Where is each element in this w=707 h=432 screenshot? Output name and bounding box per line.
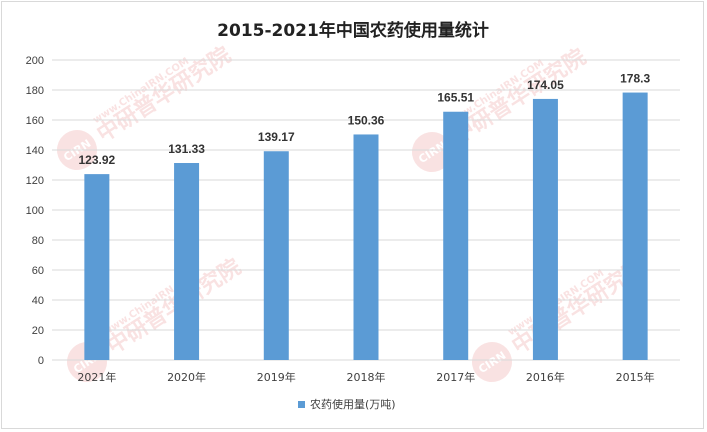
data-label: 165.51 [437, 91, 474, 105]
y-axis: 0 20 40 60 80 100 120 140 160 180 200 [26, 55, 44, 367]
y-tick-label: 20 [32, 325, 44, 337]
bar [532, 98, 558, 361]
y-tick-label: 120 [26, 175, 44, 187]
x-tick-label: 2018年 [347, 370, 386, 384]
data-label: 174.05 [527, 78, 564, 92]
legend-label: 农药使用量(万吨) [310, 397, 396, 411]
watermark-badge-icon [412, 132, 452, 172]
y-tick-label: 180 [26, 85, 44, 97]
x-axis: 2021年 2020年 2019年 2018年 2017年 2016年 2015年 [77, 370, 654, 384]
x-tick-label: 2019年 [257, 370, 296, 384]
bar [353, 134, 379, 360]
watermark-badge-icon [472, 342, 512, 382]
y-tick-label: 200 [26, 55, 44, 67]
y-tick-label: 60 [32, 265, 44, 277]
y-tick-label: 100 [26, 205, 44, 217]
bar [263, 151, 289, 360]
data-label: 131.33 [168, 142, 205, 156]
y-tick-label: 140 [26, 145, 44, 157]
data-labels: 123.92 131.33 139.17 150.36 165.51 174.05 178.… [79, 72, 651, 168]
y-tick-label: 160 [26, 115, 44, 127]
legend-swatch [298, 401, 305, 408]
x-tick-label: 2016年 [526, 370, 565, 384]
y-tick-label: 80 [32, 235, 44, 247]
bar [622, 92, 648, 361]
x-tick-label: 2021年 [77, 370, 116, 384]
chart-title: 2015-2021年中国农药使用量统计 [217, 20, 489, 41]
x-tick-label: 2015年 [616, 370, 655, 384]
x-tick-label: 2020年 [167, 370, 206, 384]
watermark-brand: 中研普华研究院 [92, 42, 235, 148]
bar [443, 111, 469, 360]
legend: 农药使用量(万吨) [298, 397, 396, 411]
bar [174, 163, 200, 360]
data-label: 123.92 [79, 153, 116, 167]
bars [84, 92, 648, 361]
y-tick-label: 0 [38, 355, 44, 367]
data-label: 139.17 [258, 130, 295, 144]
data-label: 150.36 [348, 113, 385, 127]
data-label: 178.3 [620, 72, 650, 86]
x-tick-label: 2017年 [436, 370, 475, 384]
y-tick-label: 40 [32, 295, 44, 307]
bar [84, 174, 110, 360]
